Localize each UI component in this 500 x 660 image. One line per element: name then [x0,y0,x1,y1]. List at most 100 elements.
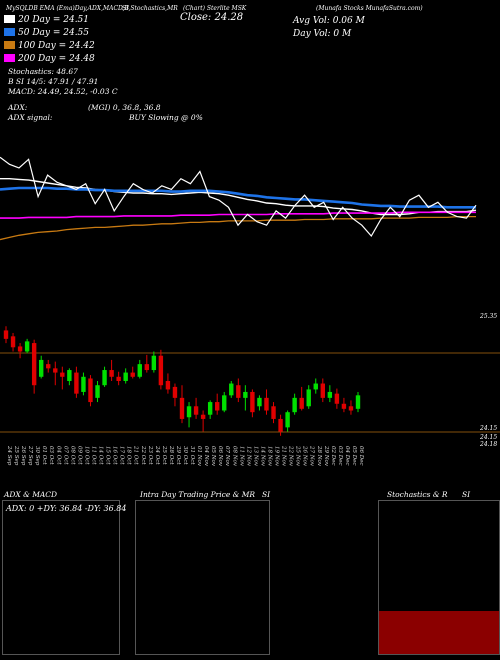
date-tick-label: 22 Oct [140,445,146,465]
date-tick-label: 11 Nov [238,446,244,467]
date-tick-label: 27 Sep [27,445,33,466]
candle-body [292,397,297,413]
candle-body [264,397,269,411]
date-tick-label: 07 Nov [224,446,230,467]
candle-body [144,364,149,371]
header-left: MySQLDB EMA (Ema)Day,ADX,MACD,B [6,5,129,12]
si-zone-bg [379,611,499,654]
date-tick-label: 21 Nov [281,445,287,467]
date-tick-label: 14 Oct [98,446,104,465]
candle-body [179,397,185,419]
candle-body [215,402,220,411]
stoch-panel-title-si: SI [462,490,471,499]
date-tick-label: 01 Nov [196,446,202,467]
candle-body [313,383,318,390]
candle-body [158,355,164,386]
date-tick-label: 25 Nov [295,445,301,467]
header-chart-of: (Chart) Sterlite MSK [183,5,247,12]
candle-body [24,341,30,352]
date-tick-label: 28 Nov [316,445,322,467]
date-tick-label: 30 Oct [182,446,188,465]
candle-body [200,414,206,419]
candle-body [3,330,9,339]
header-mid: SI,Stochastics,MR [122,5,178,12]
date-tick-label: 29 Nov [323,445,329,467]
candle-body [299,397,304,409]
legend-swatch-100 [4,41,15,49]
header-right: (Munafa Stocks MunafaSutra.com) [316,5,423,12]
date-tick-label: 05 Dec [351,446,357,466]
intraday-mr-panel [135,500,270,655]
date-tick-label: 25 Sep [13,445,19,466]
date-tick-label: 25 Oct [161,445,167,465]
candle-body [39,359,44,377]
candle-body [207,402,213,415]
date-tick-label: 09 Oct [76,446,82,465]
date-tick-label: 10 Oct [83,446,89,465]
candle-body [186,406,192,418]
adx-values: (MGI) 0, 36.8, 36.8 [88,103,161,112]
candle-body [67,370,72,381]
date-tick-label: 26 Nov [302,445,308,467]
stochastics-stat: Stochastics: 48.67 [8,67,78,76]
candle-body [229,383,234,396]
date-tick-label: 24 Sep [6,445,12,466]
ema-line-100-day [0,215,476,241]
macd-stat: MACD: 24.49, 24.52, -0.03 C [8,87,118,96]
candle-body [271,406,276,419]
date-tick-label: 28 Oct [168,445,174,465]
adx-macd-panel: ADX: 0 +DY: 36.84 -DY: 36.84 [2,500,126,655]
candle-body [17,346,23,352]
date-axis: 24 Sep 25 Sep 26 Sep 27 Sep 30 Sep 01 Oct 03 O… [6,445,364,467]
date-tick-label: 22 Nov [288,445,294,467]
legend-swatch-20 [4,15,15,23]
candle-body [355,395,361,409]
date-tick-label: 26 Sep [20,445,26,466]
candle-body [88,378,93,403]
candle-body [81,376,86,392]
legend-label-20: 20 Day = 24.51 [18,15,90,25]
legend-swatch-200 [4,54,15,62]
si-stat: B SI 14/5: 47.91 / 47.91 [8,77,99,86]
candle-body [193,406,199,415]
avg-volume: Avg Vol: 0.06 M [293,16,365,26]
adx-signal-label: ADX signal: [8,113,53,122]
ema-lines [0,156,477,241]
candle-body [10,336,16,348]
date-tick-label: 18 Nov [266,446,272,467]
candle-body [341,403,347,409]
candle-body [151,355,157,371]
candle-body [278,418,283,432]
candlestick-chart [0,326,500,436]
legend-label-200: 200 Day = 24.48 [18,54,95,64]
candle-body [165,381,171,390]
legend-item-200: 200 Day = 24.48 [4,54,95,67]
candle-body [334,393,340,404]
candle-body [320,383,325,398]
date-tick-label: 21 Oct [133,445,139,465]
price-label-top: 25.35 [480,313,498,320]
candle-body [243,391,248,398]
date-tick-label: 02 Dec [330,446,336,466]
date-tick-label: 06 Dec [358,446,364,466]
candle-body [123,372,128,381]
date-tick-label: 23 Oct [147,445,153,465]
price-label-low-3: 24.18 [480,441,498,448]
legend-swatch-50 [4,28,15,36]
mr-panel-title: Intra Day Trading Price & MR [140,490,256,499]
date-tick-label: 05 Nov [210,446,216,467]
candle-body [130,372,135,377]
candle-body [257,397,262,407]
close-price-line [0,156,477,238]
candle-body [46,364,51,369]
date-tick-label: 01 Oct [41,446,47,465]
date-tick-label: 08 Oct [69,446,75,465]
date-tick-label: 03 Dec [337,446,343,466]
stoch-panel-title: Stochastics & R [387,490,448,499]
date-tick-label: 04 Oct [55,446,61,465]
date-tick-label: 15 Oct [105,446,111,465]
date-tick-label: 04 Dec [344,446,350,466]
date-tick-label: 03 Oct [48,446,54,465]
legend-item-20: 20 Day = 24.51 [4,15,95,28]
